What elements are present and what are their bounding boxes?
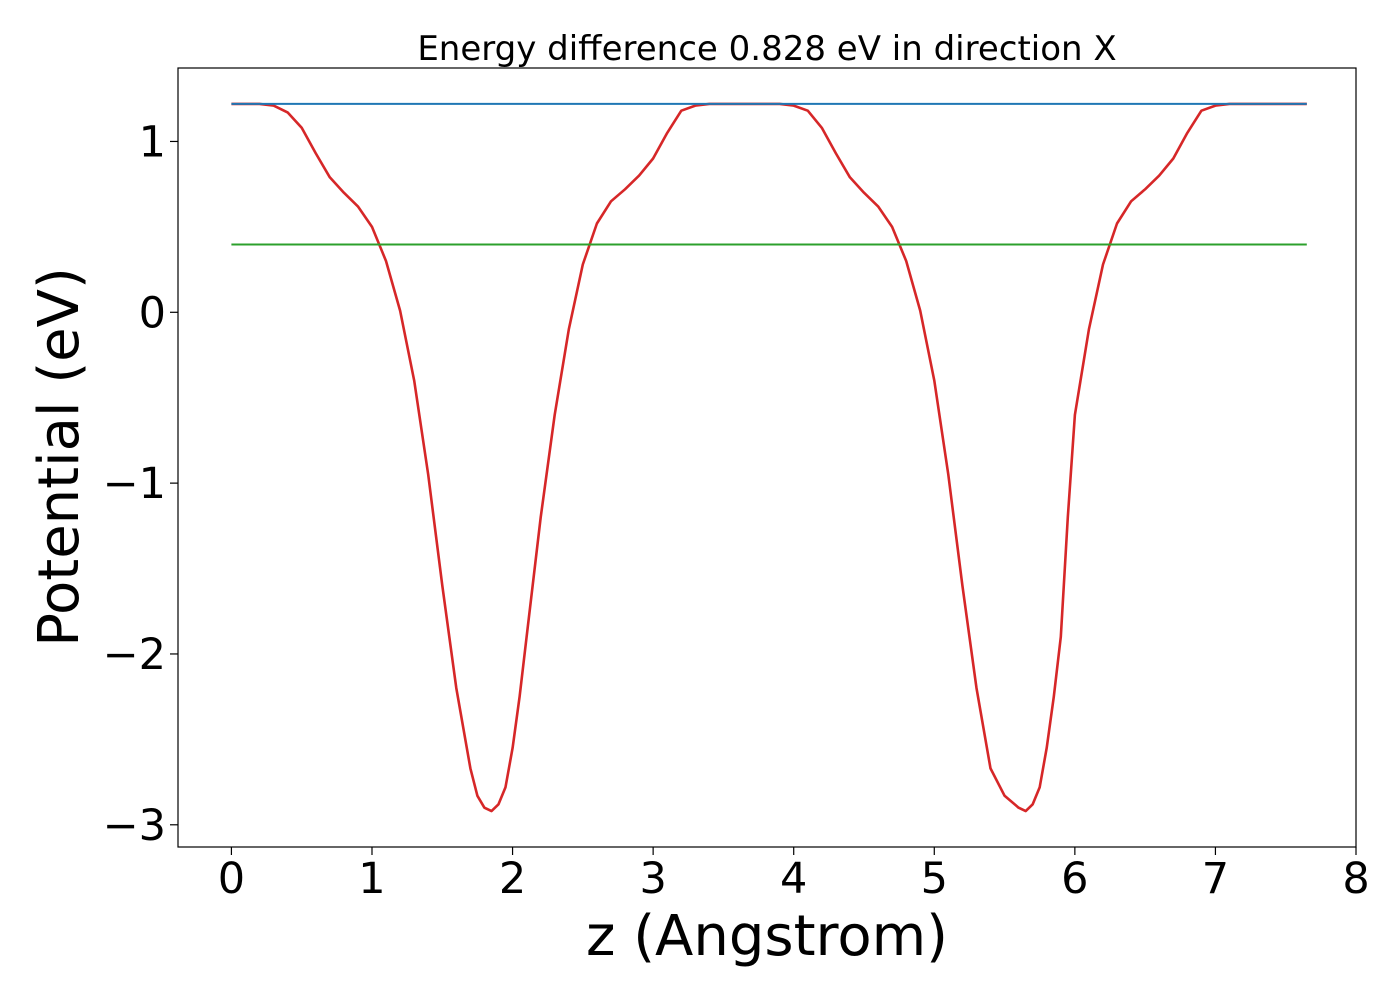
x-tick-label: 0 bbox=[218, 854, 245, 904]
x-tick-label: 7 bbox=[1202, 854, 1229, 904]
y-tick-label: −1 bbox=[103, 459, 166, 509]
x-axis: 0 1 2 3 4 5 6 7 8 bbox=[218, 847, 1370, 904]
x-tick-label: 3 bbox=[639, 854, 666, 904]
plot-area bbox=[231, 102, 1307, 813]
x-tick-label: 6 bbox=[1061, 854, 1088, 904]
y-axis-label: Potential (eV) bbox=[27, 267, 92, 647]
y-tick-label: 0 bbox=[139, 288, 166, 338]
x-tick-label: 8 bbox=[1342, 854, 1369, 904]
x-tick-label: 2 bbox=[499, 854, 526, 904]
axes-frame bbox=[177, 67, 1357, 848]
x-tick-label: 5 bbox=[921, 854, 948, 904]
y-tick-label: −2 bbox=[103, 630, 166, 680]
y-tick-label: −3 bbox=[103, 801, 166, 851]
y-axis: 1 0 −1 −2 −3 bbox=[103, 117, 178, 851]
y-tick-label: 1 bbox=[139, 117, 166, 167]
x-tick-label: 1 bbox=[358, 854, 385, 904]
chart-title: Energy difference 0.828 eV in direction … bbox=[417, 29, 1116, 69]
x-tick-label: 4 bbox=[780, 854, 807, 904]
x-axis-label: z (Angstrom) bbox=[586, 904, 948, 969]
